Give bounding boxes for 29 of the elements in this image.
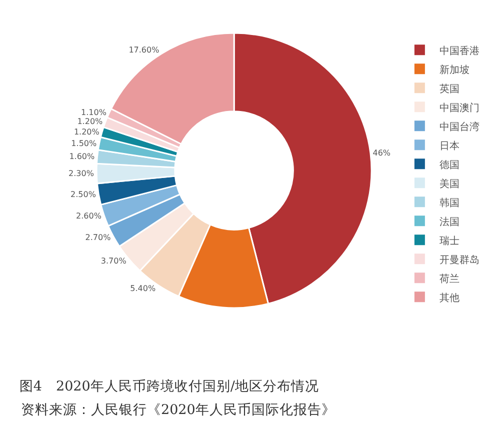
- legend-label: 中国香港: [440, 44, 480, 57]
- data-label: 2.60%: [76, 211, 102, 220]
- text: 资料来源：人民银行《2020年人民币国际化报告》: [21, 402, 336, 418]
- legend-label: 瑞士: [440, 234, 460, 247]
- data-label: 1.20%: [74, 127, 100, 136]
- data-label: 5.40%: [130, 284, 156, 293]
- data-label: 1.10%: [81, 108, 107, 117]
- legend-label: 中国台湾: [440, 120, 480, 133]
- legend-label: 日本: [440, 140, 460, 152]
- data-label: 2.50%: [70, 190, 96, 199]
- legend-label: 新加坡: [440, 64, 470, 76]
- data-label: 1.50%: [71, 138, 97, 148]
- legend-label: 美国: [440, 178, 460, 190]
- legend-label: 其他: [440, 292, 460, 304]
- legend-label: 开曼群岛: [440, 254, 480, 266]
- legend-label: 韩国: [440, 196, 460, 209]
- legend-label: 英国: [440, 82, 460, 95]
- data-label: 46%: [372, 148, 391, 158]
- data-label: 2.30%: [68, 169, 94, 178]
- legend-label: 荷兰: [440, 272, 460, 285]
- legend-label: 中国澳门: [440, 102, 480, 114]
- data-label: 1.60%: [69, 152, 95, 162]
- data-label: 17.60%: [128, 46, 160, 55]
- data-label: 2.70%: [85, 232, 112, 242]
- data-label: 3.70%: [100, 256, 127, 266]
- text: 图4 2020年人民币跨境收付国别/地区分布情况: [19, 378, 319, 395]
- legend-label: 法国: [440, 216, 460, 228]
- data-label: 1.20%: [77, 117, 104, 126]
- legend-label: 德国: [440, 160, 460, 171]
